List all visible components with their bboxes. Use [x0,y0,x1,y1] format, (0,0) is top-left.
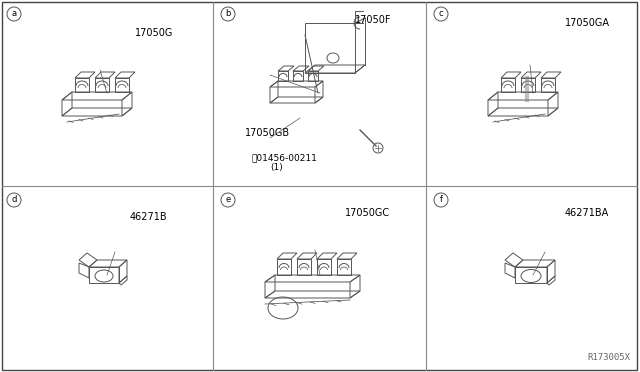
Text: 46271B: 46271B [130,212,168,222]
Circle shape [221,7,235,21]
Circle shape [434,7,448,21]
Text: 46271BA: 46271BA [565,208,609,218]
Text: 17050GA: 17050GA [565,18,610,28]
Text: c: c [438,10,444,19]
Text: R173005X: R173005X [587,353,630,362]
Text: (1): (1) [270,163,283,172]
Text: 17050G: 17050G [135,28,173,38]
Circle shape [7,7,21,21]
Text: Ⓢ01456-00211: Ⓢ01456-00211 [252,153,318,162]
Text: b: b [225,10,230,19]
Circle shape [434,193,448,207]
Text: e: e [225,196,230,205]
Text: 17050F: 17050F [355,15,392,25]
Text: d: d [12,196,17,205]
Text: 17050GC: 17050GC [345,208,390,218]
Text: a: a [12,10,17,19]
Circle shape [7,193,21,207]
Text: f: f [440,196,442,205]
Circle shape [221,193,235,207]
Text: 17050GB: 17050GB [245,128,290,138]
